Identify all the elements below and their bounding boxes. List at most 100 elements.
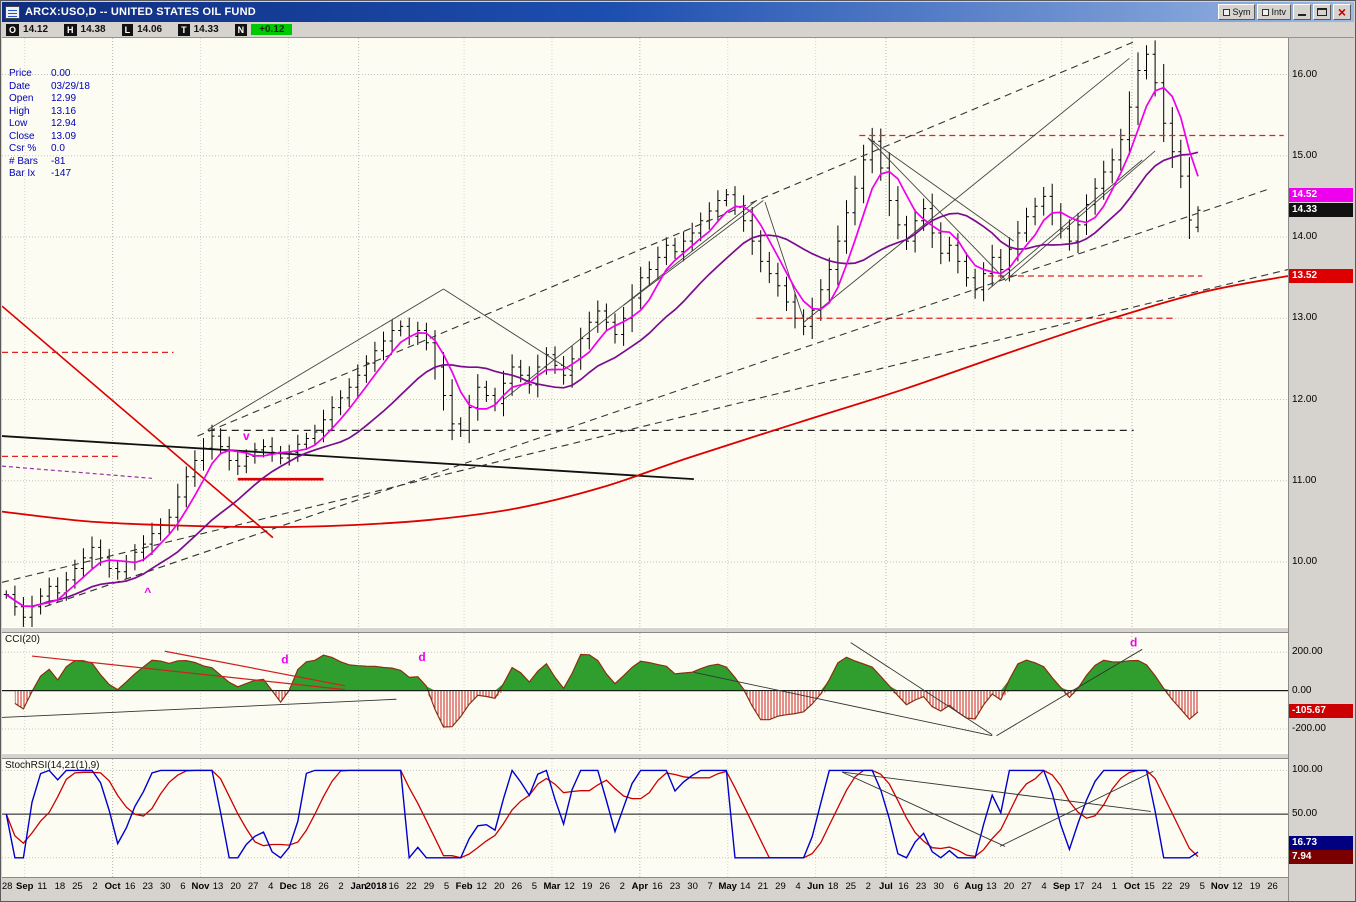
x-tick-label: 18 — [827, 881, 839, 892]
divergence-marker: d — [418, 650, 425, 664]
x-tick-label: 2 — [92, 881, 98, 892]
high-label-chip: H — [64, 23, 77, 36]
axis-value-box: 16.73 — [1289, 836, 1353, 851]
cursor-info-box: Price 0.00 Date 03/29/18 Open 12.99 High 13.… — [9, 68, 90, 181]
interval-icon — [1262, 8, 1270, 16]
axis-label: 50.00 — [1292, 808, 1318, 820]
x-tick-label: 6 — [180, 881, 186, 892]
price-canvas[interactable]: v^ — [2, 38, 1288, 627]
x-tick-label: 28 — [2, 881, 13, 892]
divergence-marker: d — [281, 653, 288, 667]
x-tick-label: 18 — [54, 881, 66, 892]
x-tick-label: 16 — [898, 881, 909, 892]
x-tick-label: Mar — [543, 881, 561, 892]
x-tick-label: 6 — [953, 881, 959, 892]
x-tick-label: Nov — [1210, 881, 1229, 892]
cursor-info-row: Bar Ix -147 — [9, 168, 72, 179]
cursor-info-row: Price 0.00 — [9, 68, 71, 79]
x-tick-label: 20 — [493, 881, 505, 892]
cursor-info-row: Close 13.09 — [9, 130, 77, 142]
stoch-canvas[interactable] — [2, 759, 1288, 877]
x-tick-label: 4 — [795, 881, 801, 892]
x-tick-label: 12 — [564, 881, 575, 892]
cci-pane[interactable]: CCI(20) d d d — [2, 633, 1288, 753]
axis-value-box: 7.94 — [1289, 850, 1353, 865]
x-tick-label: 30 — [933, 881, 944, 892]
price-axis-column[interactable]: 10.00 11.00 12.00 13.00 14.00 15.00 16.00 14.52… — [1288, 38, 1355, 901]
x-tick-label: Jun — [807, 881, 825, 892]
x-tick-label: 18 — [300, 881, 312, 892]
minimize-button[interactable] — [1293, 4, 1311, 20]
x-tick-label: 2018 — [365, 881, 387, 892]
x-tick-label: Jul — [879, 881, 893, 892]
cursor-info-row: Open 12.99 — [9, 93, 77, 104]
symbol-icon — [1223, 8, 1231, 16]
interval-button-label: Intv — [1271, 7, 1286, 17]
price-pane[interactable]: v ^ — [2, 38, 1288, 627]
divergence-marker: d — [1130, 635, 1137, 649]
open-label-chip: O — [6, 23, 20, 36]
x-tick-label: 20 — [230, 881, 241, 892]
x-tick-label: Aug — [964, 881, 984, 892]
interval-button[interactable]: Intv — [1257, 4, 1291, 20]
cursor-info-row: # Bars -81 — [9, 155, 66, 167]
x-tick-label: 17 — [1073, 881, 1085, 892]
x-tick-label: 30 — [160, 881, 171, 892]
cci-canvas[interactable]: d d d — [2, 633, 1288, 753]
x-tick-label: 23 — [142, 881, 154, 892]
axis-label: 15.00 — [1292, 149, 1318, 161]
x-tick-label: 13 — [986, 881, 997, 892]
x-tick-label: 16 — [124, 881, 136, 892]
x-tick-label: 1 — [1111, 881, 1118, 892]
cursor-info-row: Low 12.94 — [9, 118, 77, 129]
x-tick-label: 20 — [1003, 881, 1015, 892]
x-tick-label: 4 — [268, 881, 274, 892]
axis-value-box: 14.33 — [1289, 203, 1353, 218]
x-tick-label: 26 — [1267, 881, 1278, 892]
axis-label: 13.00 — [1292, 312, 1318, 324]
x-tick-label: 26 — [318, 881, 329, 892]
high-value: 14.38 — [80, 24, 106, 35]
x-tick-label: 4 — [1041, 881, 1047, 892]
axis-label: 0.00 — [1292, 684, 1312, 696]
x-tick-label: Oct — [104, 881, 121, 892]
quote-bar: O 14.12 H 14.38 L 14.06 T 14.33 N +0.12 — [2, 22, 1354, 38]
trade-value: 14.33 — [193, 24, 219, 35]
axis-label: 100.00 — [1292, 764, 1323, 776]
x-tick-label: 14 — [740, 881, 751, 892]
cursor-info-row: Date 03/29/18 — [9, 80, 90, 92]
x-tick-label: 29 — [775, 881, 786, 892]
x-tick-label: 11 — [37, 881, 48, 892]
pane-splitter-2[interactable] — [2, 753, 1355, 759]
x-tick-label: 27 — [247, 881, 259, 892]
stochrsi-pane[interactable]: StochRSI(14,21(1),9) — [2, 759, 1288, 877]
axis-label: 11.00 — [1292, 474, 1317, 486]
price-marker: v — [243, 429, 250, 443]
x-tick-label: 5 — [531, 881, 538, 892]
x-tick-label: 7 — [707, 881, 713, 892]
cursor-info-row: High 13.16 — [9, 105, 77, 117]
x-tick-label: 13 — [212, 881, 224, 892]
axis-label: 200.00 — [1292, 646, 1323, 658]
axis-label: -200.00 — [1292, 723, 1326, 734]
open-value: 14.12 — [23, 24, 49, 35]
x-tick-label: 23 — [669, 881, 681, 892]
axis-value-box: -105.67 — [1289, 703, 1353, 718]
x-tick-label: Nov — [191, 881, 210, 892]
x-tick-label: 5 — [1199, 881, 1205, 892]
x-tick-label: Apr — [631, 881, 649, 892]
maximize-button[interactable] — [1313, 4, 1331, 20]
x-axis: 28 Sep 11 18 25 2 Oct 16 23 30 6 Nov 13 20 27 4 Dec 18 26 2… — [2, 877, 1355, 901]
x-tick-label: Dec — [279, 881, 298, 892]
close-button[interactable]: × — [1333, 4, 1351, 20]
stochrsi-pane-label: StochRSI(14,21(1),9) — [5, 760, 100, 771]
x-tick-label: 26 — [511, 881, 523, 892]
symbol-button[interactable]: Sym — [1218, 4, 1256, 20]
x-tick-label: 19 — [1249, 881, 1261, 892]
pane-splitter-1[interactable] — [2, 627, 1355, 633]
trade-label-chip: T — [178, 23, 190, 36]
x-tick-label: 21 — [757, 881, 769, 892]
x-tick-label: 12 — [1232, 881, 1243, 892]
low-label-chip: L — [121, 23, 134, 36]
